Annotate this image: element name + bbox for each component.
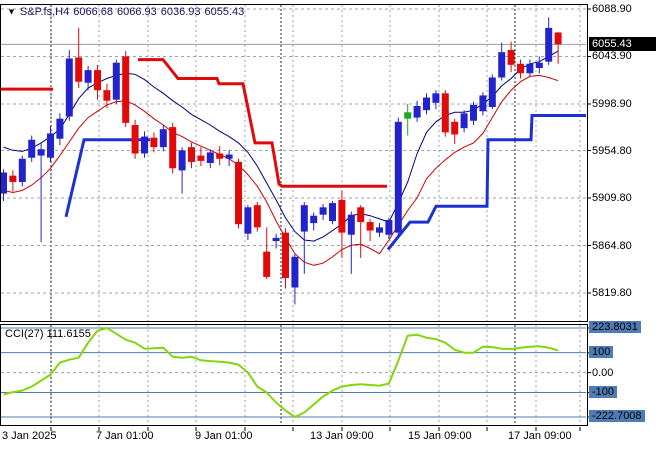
time-axis-label: 15 Jan 09:00 (408, 430, 472, 442)
cci-axis-label: 0.00 (592, 366, 614, 379)
candle-body (385, 219, 393, 235)
candle-body (488, 77, 496, 108)
candle-body (394, 121, 402, 233)
current-price-tag: 6055.43 (589, 37, 656, 52)
candle-body (197, 155, 205, 161)
candle-body (357, 207, 365, 223)
candle-body (282, 232, 289, 279)
candle-body (319, 207, 327, 215)
price-axis-label: 5954.80 (592, 144, 632, 157)
candle-body (347, 214, 355, 235)
candle-body (225, 154, 233, 159)
candle-body (37, 149, 45, 156)
candle-body (498, 52, 506, 78)
candle-body (75, 57, 83, 82)
candle-body (141, 136, 148, 154)
candle-body (112, 62, 120, 100)
candle-body (310, 215, 318, 224)
candle-body (526, 63, 534, 74)
candle-body (94, 70, 101, 91)
candle-body (507, 50, 515, 65)
time-axis-label: 3 Jan 2025 (2, 430, 57, 442)
time-axis-label: 7 Jan 01:00 (96, 430, 154, 442)
cci-axis-label: 223.8031 (589, 321, 641, 333)
candle-body (423, 97, 430, 111)
candle-body (253, 205, 261, 228)
time-axis-label: 17 Jan 09:00 (508, 430, 572, 442)
candle-body (150, 137, 158, 148)
time-axis-label: 9 Jan 01:00 (195, 430, 253, 442)
ohlc-close: 6055.43 (204, 6, 245, 18)
candle-body (56, 118, 64, 139)
candle-body (338, 199, 346, 233)
candle-body (291, 256, 299, 288)
chart-legend[interactable]: ▼ S&P.fs,H4 6066.68 6066.93 6036.93 6055.43 (6, 6, 248, 18)
symbol-dropdown-icon[interactable]: ▼ (7, 7, 16, 17)
candle-body (432, 93, 440, 103)
candle-body (535, 62, 543, 68)
price-axis-label: 5864.80 (592, 239, 632, 252)
price-axis-label: 6088.90 (592, 3, 632, 15)
price-axis-label: 5998.90 (592, 97, 632, 110)
candle-body (366, 222, 374, 231)
candle-body (0, 172, 7, 194)
main-panel-border (0, 4, 588, 322)
candle-body (413, 105, 421, 118)
candle-body (65, 58, 73, 117)
price-axis-label: 6043.90 (592, 50, 632, 63)
candle-body (460, 113, 468, 129)
candle-body (235, 161, 242, 225)
trend-stop-line-up (64, 138, 150, 218)
trend-stop-line-up (386, 114, 586, 251)
time-axis-label: 13 Jan 09:00 (310, 430, 374, 442)
cci-axis-label: 100 (589, 345, 614, 358)
candle-body (470, 104, 477, 121)
price-axis-label: 5819.80 (592, 286, 632, 299)
candle-body (47, 133, 54, 158)
candle-body (159, 129, 167, 148)
candle-body (441, 93, 449, 133)
candle-body (103, 90, 111, 101)
candle-body (84, 70, 92, 83)
candle-body (216, 153, 224, 159)
cci-line (3, 327, 559, 418)
candle-body (329, 203, 336, 222)
symbol-timeframe-label: S&P.fs,H4 (19, 6, 70, 18)
ohlc-high: 6066.93 (116, 6, 157, 18)
candle-body (404, 112, 412, 119)
candle-body (28, 139, 36, 158)
cci-indicator-label: CCI(27) 111.6155 (5, 328, 91, 340)
candle-body (9, 175, 17, 182)
candle-body (188, 147, 195, 162)
candle-body (545, 27, 553, 62)
candle-body (376, 227, 383, 233)
cci-panel-border (0, 324, 588, 426)
candle-body (178, 150, 186, 171)
candle-body (206, 152, 214, 163)
candle-body (451, 121, 459, 135)
candle-body (122, 56, 130, 123)
candle-body (18, 158, 26, 182)
ohlc-low: 6036.93 (160, 6, 201, 18)
candle-body (272, 237, 280, 242)
cci-axis-label: -222.7008 (589, 410, 645, 422)
trend-stop-line-down (138, 58, 387, 188)
candle-body (479, 95, 487, 112)
ma-slow-line (3, 74, 559, 266)
ohlc-open: 6066.68 (73, 6, 113, 18)
candle-body (244, 207, 252, 234)
candle-body (263, 251, 271, 277)
candle-body (517, 63, 524, 74)
candle-body (169, 127, 177, 169)
candle-body (300, 205, 308, 232)
candle-body (554, 32, 562, 45)
cci-axis-label: -100 (589, 385, 618, 398)
candle-body (131, 124, 139, 154)
price-axis-label: 5909.80 (592, 192, 632, 204)
